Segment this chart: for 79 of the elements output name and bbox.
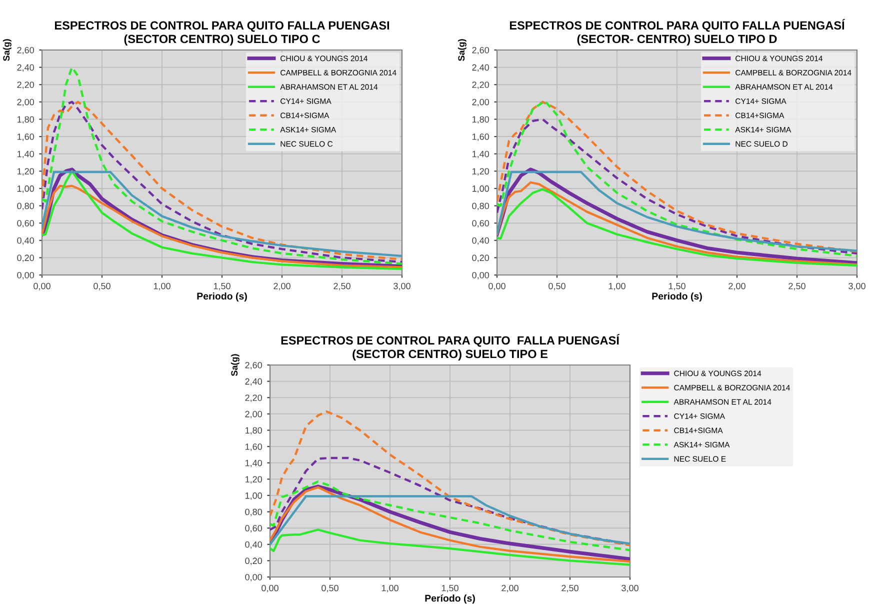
y-tick-label: 1,80 [17, 116, 34, 124]
y-tick-label: 2,60 [472, 46, 490, 54]
y-tick-label: 0,00 [245, 574, 262, 582]
y-tick-label: 0,20 [245, 558, 262, 566]
y-tick-label: 2,40 [17, 64, 34, 72]
x-tick-label: 2,00 [502, 584, 518, 592]
x-tick-label: 0,00 [34, 282, 50, 290]
line-series [270, 495, 630, 546]
chart-title: ESPECTROS DE CONTROL PARA QUITO FALLA PUENGASI (SECTOR CENTRO) SUELO TIPO C [54, 21, 390, 46]
y-axis-title: Sa(g) [458, 39, 466, 62]
line-series [270, 410, 630, 546]
y-tick-label: 0,80 [245, 508, 262, 516]
x-tick-label: 3,00 [622, 584, 638, 592]
x-tick-label: 2,00 [728, 282, 746, 290]
y-tick-label: 2,40 [245, 378, 262, 386]
chart-title: ESPECTROS DE CONTROL PARA QUITO FALLA PUENGASÍ (SECTOR CENTRO) SUELO TIPO E [281, 334, 620, 361]
y-tick-label: 2,00 [17, 98, 34, 106]
x-tick-label: 0,00 [488, 282, 506, 290]
line-series [270, 480, 630, 552]
y-tick-label: 0,40 [472, 237, 490, 245]
x-tick-label: 0,50 [94, 282, 110, 290]
y-tick-label: 1,40 [17, 150, 34, 158]
y-tick-label: 2,20 [245, 394, 262, 402]
x-tick-label: 1,50 [668, 282, 686, 290]
y-tick-label: 1,00 [472, 185, 490, 193]
y-tick-label: 2,40 [472, 64, 490, 72]
x-tick-label: 1,50 [442, 584, 458, 592]
y-tick-label: 0,40 [245, 541, 262, 549]
x-tick-label: 0,50 [548, 282, 566, 290]
y-tick-label: 0,60 [472, 220, 490, 228]
x-tick-label: 3,00 [394, 282, 410, 290]
y-tick-label: 2,60 [245, 362, 262, 370]
x-tick-label: 1,50 [214, 282, 230, 290]
x-tick-label: 2,50 [562, 584, 578, 592]
x-axis-title: Periodo (s) [197, 292, 247, 302]
line-series [497, 170, 857, 252]
y-tick-label: 0,40 [17, 237, 34, 245]
y-tick-label: 2,00 [245, 410, 262, 418]
x-tick-label: 0,50 [322, 584, 338, 592]
x-tick-label: 2,00 [274, 282, 290, 290]
x-tick-label: 3,00 [848, 282, 866, 290]
x-tick-label: 2,50 [334, 282, 350, 290]
x-tick-label: 0,00 [262, 584, 278, 592]
x-tick-label: 1,00 [608, 282, 626, 290]
y-tick-label: 2,20 [17, 82, 34, 90]
y-tick-label: 1,80 [472, 116, 490, 124]
x-tick-label: 1,00 [382, 584, 398, 592]
x-axis-title: Período (s) [425, 594, 475, 604]
y-tick-label: 0,20 [17, 254, 34, 262]
line-series [42, 184, 402, 268]
y-axis-title: Sa(g) [2, 39, 12, 62]
y-tick-label: 1,20 [245, 476, 262, 484]
y-tick-label: 1,80 [245, 427, 262, 435]
y-tick-label: 0,60 [245, 525, 262, 533]
x-tick-label: 1,00 [154, 282, 170, 290]
line-series [42, 66, 402, 265]
y-tick-label: 2,00 [472, 98, 490, 106]
x-axis-title: Periodo (s) [652, 292, 702, 302]
y-tick-label: 0,60 [17, 220, 34, 228]
y-tick-label: 1,40 [472, 150, 490, 158]
y-tick-label: 1,00 [245, 492, 262, 500]
y-tick-label: 0,80 [17, 202, 34, 210]
y-axis-title: Sa(g) [230, 354, 240, 376]
y-tick-label: 0,80 [472, 202, 490, 210]
y-tick-label: 0,00 [472, 272, 490, 280]
y-tick-label: 1,20 [472, 168, 490, 176]
x-tick-label: 2,50 [788, 282, 806, 290]
y-tick-label: 1,60 [245, 444, 262, 451]
y-tick-label: 2,20 [472, 82, 490, 90]
chart-title: ESPECTROS DE CONTROL PARA QUITO FALLA PUENGASÍ (SECTOR- CENTRO) SUELO TIPO D [510, 19, 846, 46]
y-tick-label: 1,20 [17, 168, 34, 176]
line-series [270, 528, 630, 566]
y-tick-label: 1,00 [17, 185, 34, 193]
y-tick-label: 1,60 [472, 134, 490, 141]
y-tick-label: 0,00 [17, 272, 34, 280]
y-tick-label: 0,20 [472, 254, 490, 262]
y-tick-label: 1,40 [245, 460, 262, 468]
y-tick-label: 2,60 [17, 46, 34, 54]
y-tick-label: 1,60 [17, 134, 34, 141]
